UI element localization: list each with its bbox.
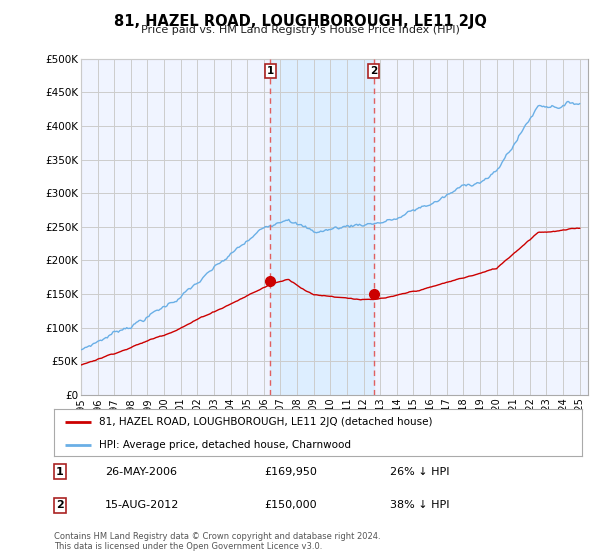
Text: £169,950: £169,950	[264, 466, 317, 477]
Text: 81, HAZEL ROAD, LOUGHBOROUGH, LE11 2JQ (detached house): 81, HAZEL ROAD, LOUGHBOROUGH, LE11 2JQ (…	[99, 417, 433, 427]
Text: 38% ↓ HPI: 38% ↓ HPI	[390, 500, 449, 510]
Bar	[270, 59, 374, 395]
Text: 81, HAZEL ROAD, LOUGHBOROUGH, LE11 2JQ: 81, HAZEL ROAD, LOUGHBOROUGH, LE11 2JQ	[113, 14, 487, 29]
Text: HPI: Average price, detached house, Charnwood: HPI: Average price, detached house, Char…	[99, 440, 351, 450]
Text: 26-MAY-2006: 26-MAY-2006	[105, 466, 177, 477]
Text: 26% ↓ HPI: 26% ↓ HPI	[390, 466, 449, 477]
Text: 1: 1	[56, 466, 64, 477]
Text: 1: 1	[266, 66, 274, 76]
Text: 2: 2	[370, 66, 377, 76]
Text: 2: 2	[56, 500, 64, 510]
Text: £150,000: £150,000	[264, 500, 317, 510]
Text: Contains HM Land Registry data © Crown copyright and database right 2024.
This d: Contains HM Land Registry data © Crown c…	[54, 532, 380, 552]
Text: Price paid vs. HM Land Registry's House Price Index (HPI): Price paid vs. HM Land Registry's House …	[140, 25, 460, 35]
Text: 15-AUG-2012: 15-AUG-2012	[105, 500, 179, 510]
